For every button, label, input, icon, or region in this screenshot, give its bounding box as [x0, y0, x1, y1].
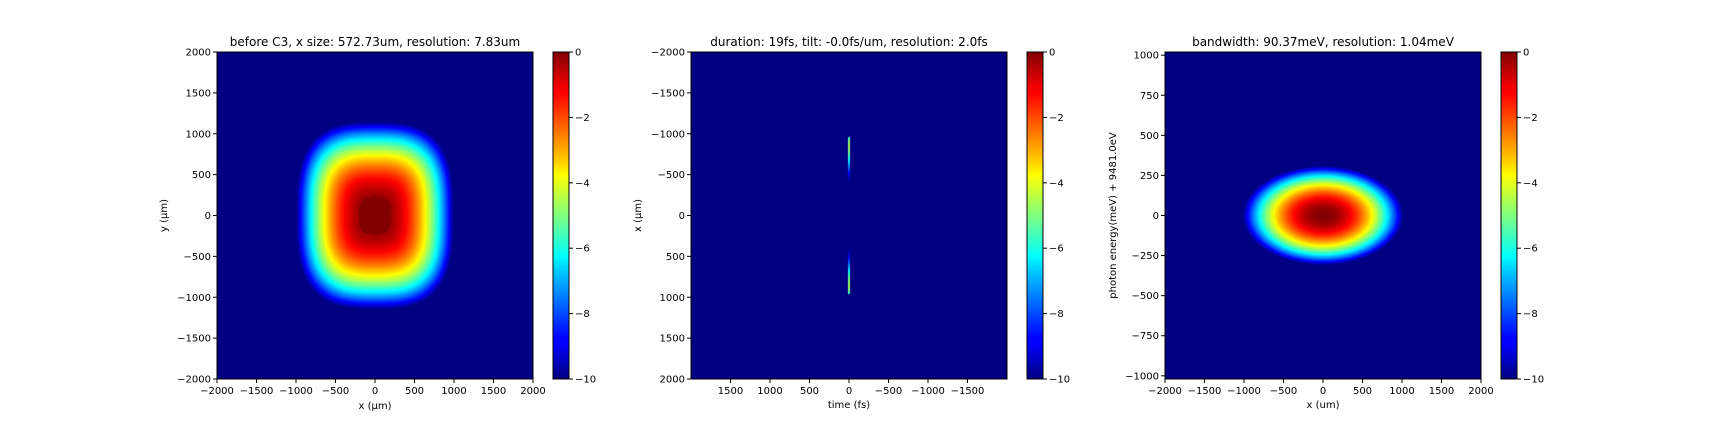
- y-tick-label: 1500: [660, 334, 685, 345]
- x-tick-label: 2000: [520, 386, 545, 397]
- panel-2-colorbar-ticks: 0 −2 −4 −6 −8 −10: [1043, 48, 1070, 386]
- x-tick-label: 0: [372, 386, 378, 397]
- x-tick-label: −1500: [951, 386, 985, 397]
- panel-2-xlabel: time (fs): [828, 400, 870, 411]
- x-tick-label: −500: [1270, 386, 1297, 397]
- panel-1-colorbar-ticks: 0 −2 −4 −6 −8 −10: [569, 48, 596, 386]
- y-tick-label: −500: [658, 170, 685, 181]
- x-tick-label: −1000: [279, 386, 313, 397]
- x-tick-label: 1500: [481, 386, 506, 397]
- colorbar-tick-label: 0: [1049, 48, 1055, 59]
- colorbar-tick-label: −10: [575, 375, 596, 386]
- colorbar-tick-label: −2: [1049, 113, 1064, 124]
- panel-1: before C3, x size: 572.73um, resolution:…: [159, 35, 596, 412]
- colorbar-tick-label: 0: [1523, 48, 1529, 59]
- colorbar-tick-label: −2: [575, 113, 590, 124]
- panel-3-ticks: −2000 −1500 −1000 −500 0 500 1000 1500 2000 1000 7…: [1125, 51, 1494, 397]
- y-tick-label: 250: [1140, 171, 1159, 182]
- panel-1-xlabel: x (μm): [358, 401, 391, 412]
- panel-3-heatmap: [1165, 52, 1481, 379]
- panel-3-colorbar-ticks: 0 −2 −4 −6 −8 −10: [1517, 48, 1544, 386]
- y-tick-label: 500: [1140, 131, 1159, 142]
- y-tick-label: −500: [184, 252, 211, 263]
- colorbar-tick-label: −10: [1523, 375, 1544, 386]
- panel-2-heatmap: [691, 52, 1007, 379]
- x-tick-label: −1500: [1188, 386, 1222, 397]
- y-tick-label: −2000: [177, 375, 211, 386]
- colorbar-tick-label: −4: [1049, 178, 1064, 189]
- x-tick-label: 500: [405, 386, 424, 397]
- y-tick-label: 0: [205, 211, 211, 222]
- x-tick-label: 1500: [1429, 386, 1454, 397]
- y-tick-label: −750: [1132, 331, 1159, 342]
- y-tick-label: 2000: [660, 375, 685, 386]
- colorbar-tick-label: −8: [1049, 309, 1064, 320]
- y-tick-label: −2000: [651, 48, 685, 59]
- x-tick-label: −500: [875, 386, 902, 397]
- y-tick-label: −1500: [651, 88, 685, 99]
- x-tick-label: 0: [846, 386, 852, 397]
- y-tick-label: 1000: [186, 129, 211, 140]
- panel-1-heatmap: [217, 52, 533, 379]
- panel-1-ylabel: y (μm): [159, 199, 170, 232]
- panel-2-title: duration: 19fs, tilt: -0.0fs/um, resolut…: [710, 35, 988, 49]
- y-tick-label: −1500: [177, 334, 211, 345]
- panel-1-colorbar: [552, 51, 570, 380]
- y-tick-label: 0: [679, 211, 685, 222]
- panel-2-ticks: 1500 1000 500 0 −500 −1000 −1500 −2000 −1500 −100…: [651, 48, 984, 398]
- y-tick-label: −1000: [651, 129, 685, 140]
- colorbar-tick-label: −2: [1523, 113, 1538, 124]
- x-tick-label: −1000: [1227, 386, 1261, 397]
- panel-2: duration: 19fs, tilt: -0.0fs/um, resolut…: [633, 35, 1070, 411]
- y-tick-label: −1000: [1125, 371, 1159, 382]
- panel-3-title: bandwidth: 90.37meV, resolution: 1.04meV: [1192, 35, 1455, 49]
- y-tick-label: −1000: [177, 293, 211, 304]
- x-tick-label: 1500: [718, 386, 743, 397]
- panel-2-colorbar: [1026, 51, 1044, 380]
- x-tick-label: 0: [1320, 386, 1326, 397]
- y-tick-label: 2000: [186, 48, 211, 59]
- x-tick-label: −500: [322, 386, 349, 397]
- y-tick-label: 1000: [660, 293, 685, 304]
- x-tick-label: 500: [800, 386, 819, 397]
- colorbar-tick-label: −8: [1523, 309, 1538, 320]
- y-tick-label: 0: [1153, 211, 1159, 222]
- y-tick-label: 500: [666, 252, 685, 263]
- y-tick-label: 1500: [186, 88, 211, 99]
- panel-1-ticks: −2000 −1500 −1000 −500 0 500 1000 1500 2000 2000 1…: [177, 48, 546, 398]
- x-tick-label: 1000: [757, 386, 782, 397]
- colorbar-tick-label: −6: [1523, 244, 1538, 255]
- y-tick-label: 500: [192, 170, 211, 181]
- colorbar-tick-label: −8: [575, 309, 590, 320]
- x-tick-label: 1000: [1389, 386, 1414, 397]
- colorbar-tick-label: −4: [1523, 178, 1538, 189]
- panel-1-title: before C3, x size: 572.73um, resolution:…: [230, 35, 520, 49]
- colorbar-tick-label: −10: [1049, 375, 1070, 386]
- x-tick-label: 2000: [1468, 386, 1493, 397]
- panel-3-colorbar: [1500, 51, 1518, 380]
- panel-2-ylabel: x (μm): [633, 199, 644, 232]
- y-tick-label: 750: [1140, 91, 1159, 102]
- y-tick-label: −250: [1132, 251, 1159, 262]
- colorbar-tick-label: −6: [1049, 244, 1064, 255]
- x-tick-label: 500: [1353, 386, 1372, 397]
- x-tick-label: −2000: [1148, 386, 1182, 397]
- x-tick-label: −1500: [240, 386, 274, 397]
- x-tick-label: −1000: [911, 386, 945, 397]
- panel-3: bandwidth: 90.37meV, resolution: 1.04meV…: [1108, 35, 1544, 411]
- y-tick-label: 1000: [1134, 51, 1159, 62]
- x-tick-label: −2000: [200, 386, 234, 397]
- panel-3-ylabel: photon energy(meV) + 9481.0eV: [1108, 132, 1119, 299]
- colorbar-tick-label: 0: [575, 48, 581, 59]
- x-tick-label: 1000: [441, 386, 466, 397]
- colorbar-tick-label: −4: [575, 178, 590, 189]
- y-tick-label: −500: [1132, 291, 1159, 302]
- colorbar-tick-label: −6: [575, 244, 590, 255]
- panel-3-xlabel: x (um): [1307, 400, 1340, 411]
